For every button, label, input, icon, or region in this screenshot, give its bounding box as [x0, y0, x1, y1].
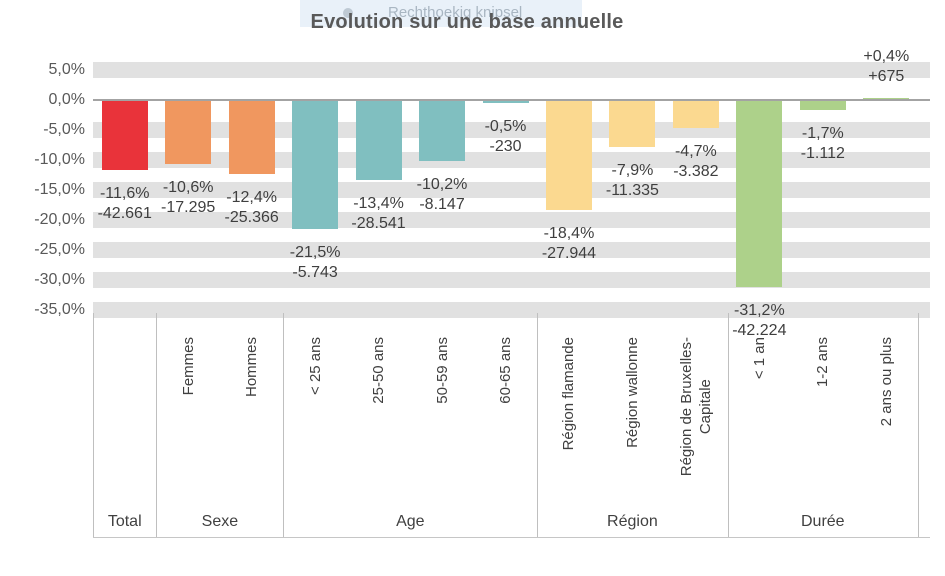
bar-value-label: -0,5% -230 [454, 117, 558, 157]
category-label: Région de Bruxelles- Capitale [677, 337, 714, 477]
bar--25-ans[interactable] [292, 100, 339, 229]
category-label: Femmes [179, 337, 197, 396]
bar-pct-label: -10,2% [416, 176, 468, 194]
bar-pct-label: +0,4% [863, 47, 910, 65]
bar-value-label: -11,6% -42.661 [73, 184, 177, 224]
bar-pct-label: -4,7% [674, 143, 717, 161]
gridline-band [93, 62, 930, 78]
category-label: Région flamande [560, 337, 578, 451]
group-divider [156, 313, 157, 538]
bar-value-label: -31,2% -42.224 [707, 301, 811, 341]
bar-hommes[interactable] [228, 100, 275, 175]
bar-pct-label: -21,5% [289, 244, 341, 261]
category-label: Hommes [243, 337, 261, 398]
bar-value-label: +0,4% +675 [834, 47, 938, 87]
bar-r-gion-wallonne[interactable] [609, 100, 656, 148]
bar-value-label: -10,6% -17.295 [136, 178, 240, 218]
bar-abs-label: -230 [489, 138, 522, 155]
group-label-r-gion: Région [607, 513, 658, 530]
group-label-dur-e: Durée [801, 513, 845, 530]
group-label-age: Age [396, 513, 425, 530]
bar-abs-label: -1.112 [800, 145, 845, 163]
bar-abs-label: -3.382 [673, 163, 719, 181]
snip-tool-overlay[interactable]: Rechthoekig knipsel [300, 0, 582, 27]
bar-pct-label: -12,4% [226, 189, 277, 207]
bar-abs-label: -42.224 [732, 322, 787, 340]
category-label: 60-65 ans [497, 337, 514, 404]
bar-value-label: -18,4% -27.944 [517, 224, 621, 264]
bar-pct-label: -13,4% [353, 195, 404, 213]
bar-r-gion-flamande[interactable] [545, 100, 592, 211]
group-divider [537, 313, 538, 538]
category-label: 1-2 ans [814, 337, 832, 388]
bar-pct-label: -11,6% [99, 184, 150, 202]
bar-value-label: -13,4% -28.541 [327, 194, 431, 234]
group-divider [918, 313, 919, 538]
snip-overlay-label: Rechthoekig knipsel [388, 4, 523, 21]
bar-femmes[interactable] [165, 100, 212, 164]
group-divider [728, 313, 729, 538]
y-axis-tick-label: -15,0% [34, 181, 85, 198]
y-axis-tick-label: 5,0% [48, 61, 85, 78]
bar-value-label: -12,4% -25.366 [200, 188, 304, 228]
bar-60-65-ans[interactable] [482, 100, 529, 103]
bar-pct-label: -7,9% [611, 162, 654, 180]
bar-pct-label: -31,2% [733, 302, 785, 320]
y-axis-tick-label: 0,0% [48, 91, 85, 108]
bar-50-59-ans[interactable] [419, 100, 466, 162]
axis-zero-line [93, 99, 930, 101]
bar-value-label: -1,7% -1.112 [771, 124, 875, 164]
bar-25-50-ans[interactable] [355, 100, 402, 181]
category-area-bottom-line [93, 537, 930, 538]
category-label: 2 ans ou plus [877, 337, 895, 427]
bar-total[interactable] [101, 100, 148, 170]
category-label: < 1 an [750, 337, 768, 380]
bar-value-label: -10,2% -8.147 [390, 175, 494, 215]
group-divider [93, 313, 94, 538]
y-axis-tick-label: -20,0% [34, 211, 85, 228]
y-axis-tick-label: -25,0% [34, 241, 85, 258]
y-axis-tick-label: -5,0% [43, 121, 85, 138]
bar-pct-label: -18,4% [543, 225, 595, 243]
bar-abs-label: -28.541 [351, 215, 406, 233]
group-label-sexe: Sexe [201, 513, 239, 530]
bar-abs-label: +675 [868, 67, 905, 85]
bar-value-label: -7,9% -11.335 [580, 161, 684, 201]
bar-abs-label: -8.147 [419, 196, 465, 214]
y-axis-tick-label: -10,0% [34, 151, 85, 168]
bar-2-ans-ou-plus[interactable] [863, 97, 910, 100]
bar-abs-label: -42.661 [97, 204, 152, 222]
gridline-band [93, 302, 930, 318]
y-axis-tick-label: -35,0% [34, 301, 85, 318]
bar-1-2-ans[interactable] [799, 100, 846, 111]
gridline-band [93, 242, 930, 258]
category-label: 25-50 ans [370, 337, 388, 404]
gridline-band [93, 272, 930, 288]
category-label: 50-59 ans [433, 337, 451, 404]
bar-r-gion-de-bruxelles-capitale[interactable] [672, 100, 719, 129]
bar-abs-label: -5.743 [292, 264, 338, 281]
snip-bullet-icon [343, 8, 353, 18]
group-label-total: Total [107, 513, 142, 530]
y-axis-tick-label: -30,0% [34, 271, 85, 288]
category-label: < 25 ans [306, 337, 324, 395]
bar-abs-label: -17.295 [161, 198, 216, 216]
bar-value-label: -21,5% -5.743 [263, 243, 367, 283]
chart-title: Evolution sur une base annuelle [310, 11, 624, 33]
bar-abs-label: -11.335 [605, 182, 659, 200]
bar-abs-label: -27.944 [541, 245, 597, 263]
bar--1-an[interactable] [736, 100, 783, 288]
group-divider [283, 313, 284, 538]
bar-abs-label: -25.366 [224, 209, 279, 227]
bar-value-label: -4,7% -3.382 [644, 142, 748, 182]
bar-pct-label: -0,5% [484, 118, 527, 135]
bar-pct-label: -10,6% [162, 178, 214, 196]
bar-pct-label: -1,7% [801, 125, 844, 143]
category-label: Région wallonne [623, 337, 641, 448]
